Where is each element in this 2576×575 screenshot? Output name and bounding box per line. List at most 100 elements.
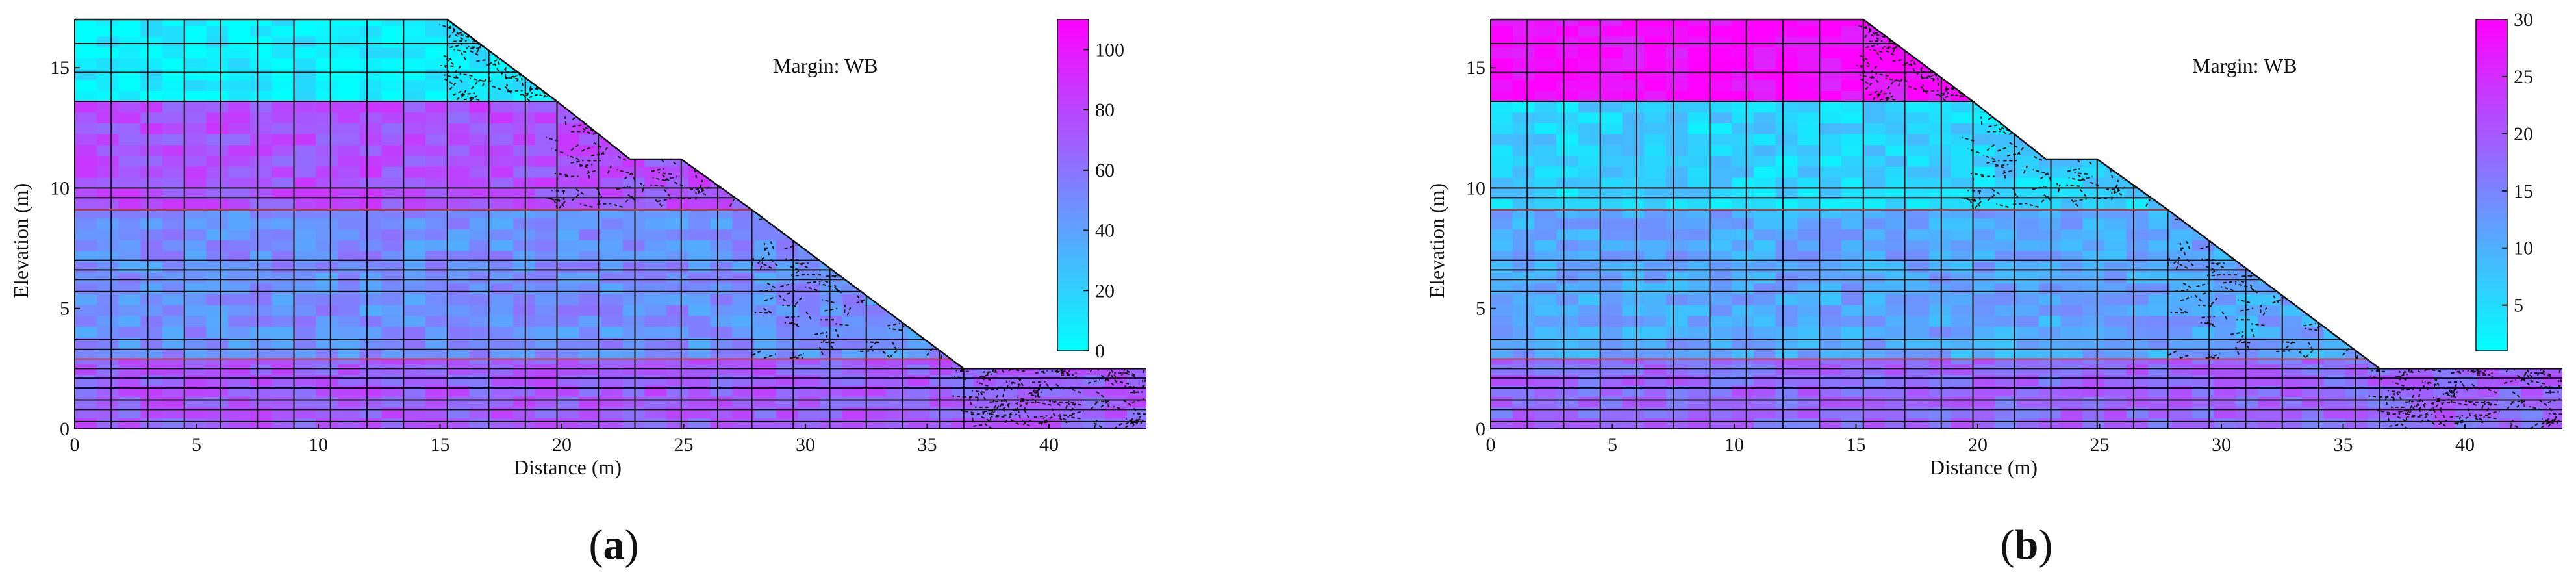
field-cell [995,337,1018,349]
mesh-line [664,175,677,181]
field-cell [601,166,624,178]
field-cell [403,326,426,338]
field-cell [1951,134,1974,146]
mesh-line [1945,93,1957,99]
field-cell [1687,294,1711,305]
field-cell [1578,134,1601,146]
mesh-line [1139,416,1143,425]
field-cell [2368,144,2390,156]
field-cell [1819,188,1842,199]
field-cell [228,418,251,429]
field-cell [1644,250,1667,262]
mesh-line [449,44,463,49]
field-cell [1907,359,1930,364]
field-cell [754,177,777,189]
field-cell [1017,36,1040,48]
field-cell [2104,79,2127,91]
mesh-line [467,96,480,101]
mesh-line [757,256,765,264]
field-cell [118,229,141,240]
colorbar-tick-label: 10 [2514,238,2533,259]
field-cell [1556,283,1579,295]
field-cell [491,385,514,397]
field-cell [2148,374,2171,386]
field-cell [666,36,689,48]
field-cell [513,134,536,146]
mesh-line [797,262,808,268]
field-cell [1491,363,1513,376]
field-cell [2104,418,2127,429]
field-cell [271,166,295,178]
field-cell [447,348,470,360]
field-cell [1687,261,1711,273]
field-cell [1907,305,1930,316]
field-cell [2301,199,2325,211]
field-cell [2060,36,2083,48]
field-cell [995,359,1018,364]
mesh-line [1980,116,1983,125]
field-cell [271,294,295,305]
field-cell [1797,374,1820,386]
field-cell [1732,47,1754,58]
field-cell [2301,374,2325,386]
field-cell [491,283,514,295]
field-cell [1863,326,1886,338]
field-cell [1710,348,1732,360]
field-cell [1797,229,1820,240]
field-cell [1491,385,1513,397]
field-cell [929,58,952,70]
field-cell [1973,261,1995,273]
field-cell [1907,36,1930,48]
mesh-line [2521,377,2531,386]
field-cell [447,155,470,167]
field-cell [1775,144,1799,156]
field-cell [2060,188,2083,199]
field-cell [732,326,755,338]
field-cell [184,385,207,397]
field-cell [381,374,404,386]
field-cell [2433,90,2456,102]
field-cell [1732,79,1754,91]
field-cell [2060,79,2083,91]
field-cell [601,68,624,81]
field-cell [1951,199,1974,211]
field-cell [644,337,667,349]
field-cell [2192,261,2215,273]
field-cell [929,359,952,364]
field-cell [995,112,1018,123]
field-cell [907,240,930,251]
mesh-line [471,81,478,90]
field-cell [907,374,930,386]
mesh-line [2070,199,2078,207]
field-cell [2543,326,2562,338]
field-cell [1754,134,1776,146]
field-cell [666,283,689,295]
field-cell [469,134,492,146]
mesh-line [1875,73,1889,77]
field-cell [513,166,536,178]
field-cell [1710,283,1732,295]
field-cell [2236,25,2258,37]
field-cell [2280,261,2303,273]
field-cell [2323,47,2346,58]
field-cell [557,240,579,251]
field-cell [1666,283,1689,295]
field-cell [1687,101,1711,113]
field-cell [381,240,404,251]
field-cell [907,112,930,123]
mesh-line [2542,418,2555,424]
field-cell [1951,418,1974,429]
field-cell [1732,229,1754,240]
field-cell [2345,155,2368,167]
field-cell [2170,396,2193,408]
field-cell [2082,229,2105,240]
field-cell [359,229,383,240]
field-cell [447,374,470,386]
field-cell [162,272,185,284]
field-cell [2433,68,2456,81]
field-cell [1687,229,1711,240]
field-cell [2499,359,2521,364]
field-cell [2455,337,2478,349]
field-cell [162,209,185,219]
field-cell [1754,25,1776,37]
